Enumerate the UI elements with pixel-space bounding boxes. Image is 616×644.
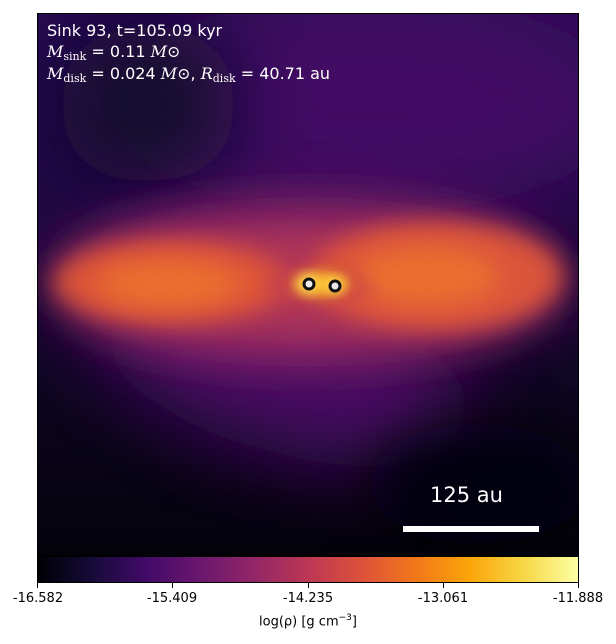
- colorbar-label: log(ρ) [g cm−3]: [259, 613, 357, 629]
- msun-symbol: M⊙: [160, 64, 191, 83]
- colorbar-tick: [172, 583, 173, 588]
- colorbar: [37, 556, 579, 583]
- colorbar-label-exp: −3: [338, 613, 352, 623]
- colorbar-tick: [443, 583, 444, 588]
- colorbar-tick: [578, 583, 579, 588]
- colorbar-tick-label: -16.582: [12, 591, 64, 606]
- m-disk-sub: disk: [63, 72, 87, 85]
- colorbar-tick-label: -14.235: [282, 591, 334, 606]
- sink-mass-line: Msink = 0.11 M⊙: [47, 42, 180, 67]
- msun-symbol: M⊙: [150, 42, 181, 61]
- m-sink-symbol: M: [47, 42, 64, 61]
- colorbar-tick-label: -11.888: [552, 591, 604, 606]
- colorbar-tick: [37, 583, 38, 588]
- m-sink-sub: sink: [63, 50, 87, 63]
- r-disk-sub: disk: [212, 72, 236, 85]
- disk-core-left: [98, 262, 238, 306]
- scale-bar-label: 125 au: [430, 483, 503, 507]
- m-disk-symbol: M: [47, 64, 64, 83]
- sink-info-line: Sink 93, t=105.09 kyr: [47, 21, 223, 40]
- dark-lane-upper-left: [58, 24, 238, 184]
- m-sink-value: = 0.11: [91, 42, 146, 61]
- r-disk-value: = 40.71 au: [240, 64, 331, 83]
- colorbar-tick-label: -13.061: [417, 591, 469, 606]
- disk-core-right: [358, 248, 498, 304]
- sink-marker: [328, 279, 342, 293]
- density-map: [38, 14, 578, 555]
- dark-lower-right: [368, 424, 578, 544]
- colorbar-tick-label: -15.409: [146, 591, 198, 606]
- colorbar-label-prefix: log(ρ) [g cm: [259, 614, 339, 630]
- r-disk-symbol: R: [200, 64, 213, 83]
- colorbar-gradient: [38, 557, 578, 582]
- colorbar-label-suffix: ]: [351, 614, 357, 630]
- density-map-panel: [37, 13, 579, 556]
- scale-bar: [403, 526, 539, 532]
- sink-marker: [302, 277, 316, 291]
- m-disk-value: = 0.024: [91, 64, 156, 83]
- colorbar-tick: [308, 583, 309, 588]
- disk-line: Mdisk = 0.024 M⊙, Rdisk = 40.71 au: [47, 64, 331, 85]
